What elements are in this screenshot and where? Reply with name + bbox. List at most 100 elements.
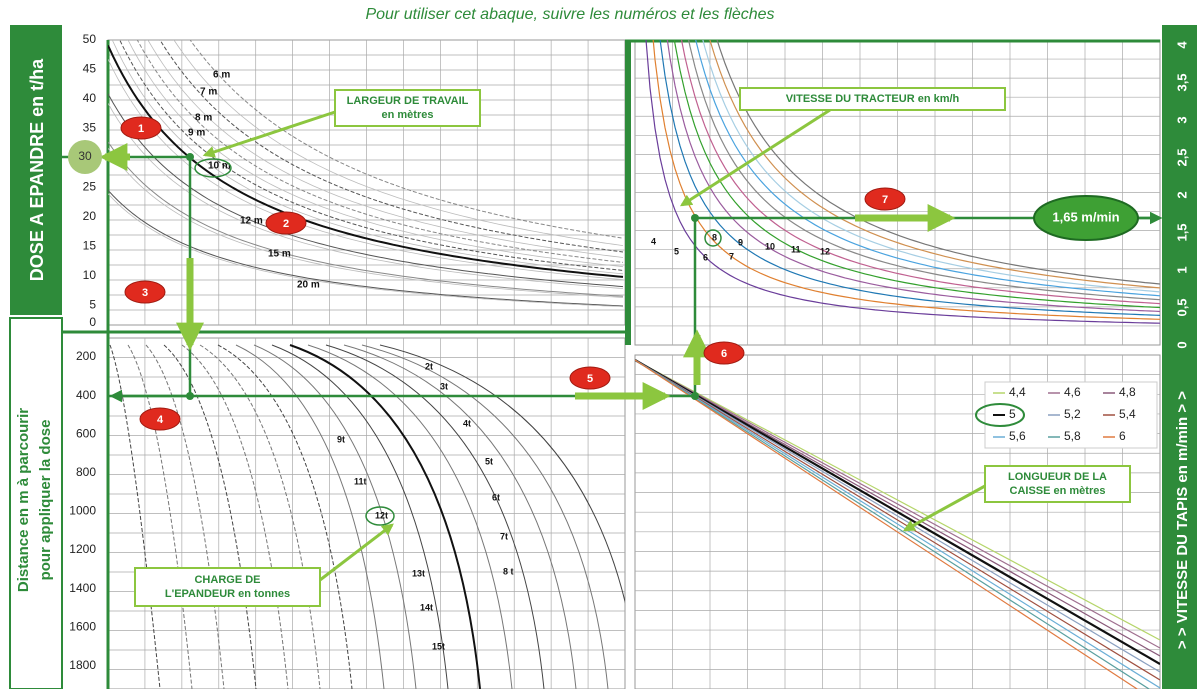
step-badge [139,407,181,431]
guide-dot [186,392,194,400]
distance-tick-label: 400 [76,388,96,402]
callout-text: CHARGE DE [194,574,260,586]
step-number: 4 [157,414,164,426]
speed-tick-label: 2 [1174,191,1189,198]
load-curve-label: 6t [492,492,500,502]
speed-tick-label: 1,5 [1174,223,1189,241]
width-curve-label: 20 m [297,280,320,291]
load-curve [289,344,481,689]
callout-text: CAISSE en mètres [1010,485,1106,497]
box-lines [635,359,1160,689]
speed-bar [1162,25,1197,689]
legend-label: 5,2 [1064,407,1081,421]
dose-tick-label: 50 [83,32,97,46]
step-number: 3 [142,287,148,299]
callout-text: en mètres [382,109,434,121]
load-curve-label: 15t [432,641,445,651]
start-marker [68,140,102,174]
tractor-curve [688,40,1160,301]
load-curve-label: 2t [425,361,433,371]
width-curve [108,44,624,278]
width-curve-label: 9 m [188,128,205,139]
dose-tick-label: 20 [83,209,97,223]
tractor-curve [702,40,1160,293]
tractor-curve [709,40,1160,289]
highlight [365,506,395,526]
legend-label: 5,6 [1009,429,1026,443]
tractor-curve-label: 9 [738,237,743,247]
step-number: 7 [882,194,888,206]
guide-dot [691,392,699,400]
callout-text: LONGUEUR DE LA [1008,471,1107,483]
tractor-curve-label: 8 [712,232,717,242]
load-curve-label: 5t [485,456,493,466]
load-curve-label: 7t [500,531,508,541]
speed-tick-label: 1 [1174,266,1189,273]
box-line [635,359,1160,673]
tractor-curve [659,40,1160,316]
callout-pointer [679,108,831,207]
tractor-curve-label: 5 [674,246,679,256]
legend-label: 5 [1009,407,1016,421]
distance-axis-title: pour appliquer la dose [37,420,54,581]
width-curve [147,40,624,258]
tractor-curve [680,40,1160,305]
load-curve [253,344,417,689]
dose-tick-label: 5 [89,298,96,312]
dose-tick-label: 10 [83,268,97,282]
legend-label: 6 [1119,429,1126,443]
box-line [635,359,1160,657]
distance-box [9,317,63,689]
width-curve [173,40,624,246]
tractor-curve [645,40,1160,324]
width-curve [119,40,624,271]
width-curve-label: 7 m [200,87,217,98]
box-line [635,359,1160,681]
dose-axis-title: DOSE A EPANDRE en t/ha [27,58,47,281]
dose-bar [10,25,62,315]
tractor-curve [652,40,1160,320]
width-curve-label: 8 m [195,113,212,124]
box-line [635,359,1160,689]
distance-tick-label: 600 [76,426,96,440]
highlight [975,403,1025,427]
load-curve-label: 9t [337,434,345,444]
width-curve-label: 10 m [208,161,231,172]
distance-tick-label: 1800 [69,658,96,672]
result-marker [1033,195,1139,241]
speed-tick-label: 3,5 [1174,73,1189,91]
width-curve-label: 6 m [213,70,230,81]
load-curve-label: 12t [375,510,388,520]
speed-tick-label: 0 [1174,341,1189,348]
width-curve [108,147,624,298]
width-curve [111,40,624,275]
tractor-curve-label: 11 [791,244,801,254]
tractor-curve-label: 7 [729,251,734,261]
highlight [194,158,232,178]
load-curve-label: 13t [412,568,425,578]
dose-tick-label: 25 [83,180,97,194]
load-curve [217,344,353,689]
speed-tick-label: 4 [1174,41,1189,49]
callout-text: LARGEUR DE TRAVAIL [347,95,469,107]
callout-pointer [202,110,336,158]
load-curve [181,344,289,689]
tractor-curve-label: 6 [703,252,708,262]
load-curve [127,344,193,689]
width-curve [108,59,624,281]
load-curve [235,344,385,689]
step-number: 2 [283,218,289,230]
load-curve [307,344,513,689]
callout-pointer [319,523,394,582]
distance-tick-label: 800 [76,465,96,479]
load-curve [379,344,625,604]
start-value: 30 [78,149,92,163]
legend-label: 4,8 [1119,385,1136,399]
distance-tick-label: 200 [76,349,96,363]
width-curve [159,40,624,253]
distance-tick-label: 1000 [69,504,96,518]
tractor-curves [645,40,1160,324]
tractor-curve-label: 12 [820,246,830,256]
dose-tick-label: 40 [83,91,97,105]
